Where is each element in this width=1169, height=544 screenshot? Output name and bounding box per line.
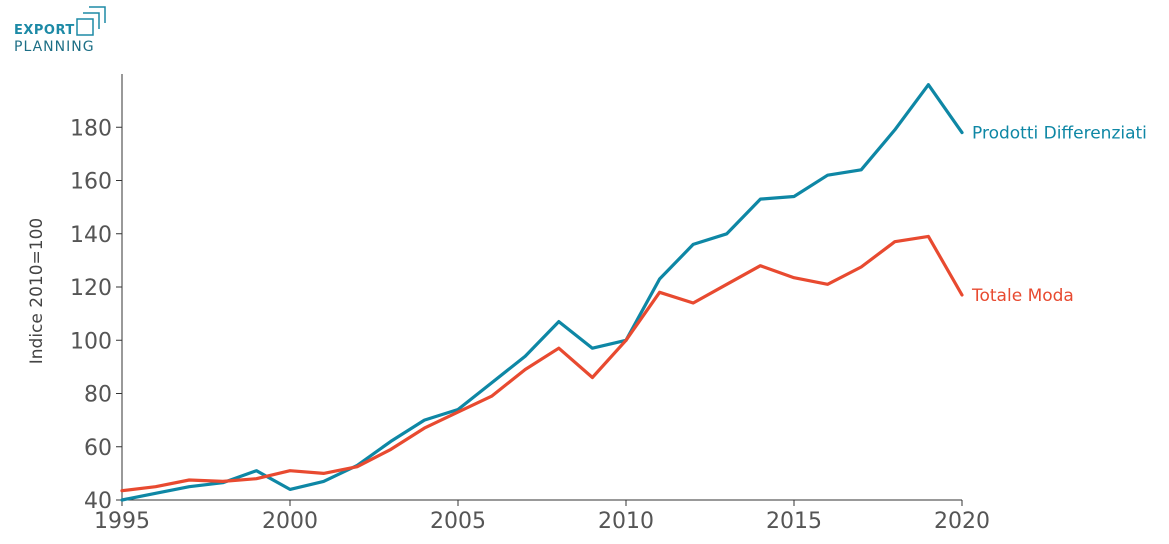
logo-text-planning: PLANNING	[14, 39, 95, 55]
logo-text-export: EXPORT	[14, 23, 75, 38]
x-tick-label: 2020	[934, 509, 990, 534]
chart-series-labels: Prodotti Differenziati Totale Moda	[971, 124, 1147, 306]
x-tick-label: 2015	[766, 509, 822, 534]
chart-axes	[121, 74, 962, 501]
y-axis-label: Indice 2010=100	[27, 218, 47, 364]
y-tick-label: 80	[84, 383, 112, 408]
y-tick-label: 60	[84, 436, 112, 461]
y-tick-label: 100	[70, 329, 112, 354]
y-tick-label: 140	[70, 223, 112, 248]
series-label-1: Prodotti Differenziati	[972, 124, 1147, 144]
x-tick-label: 2010	[598, 509, 654, 534]
series-line-1	[120, 83, 964, 502]
chart-series	[120, 83, 964, 502]
series-line-2	[120, 234, 964, 493]
y-tick-label: 40	[84, 489, 112, 514]
series-label-2: Totale Moda	[971, 286, 1074, 306]
logo-mark-icon	[76, 6, 106, 36]
y-tick-label: 160	[70, 170, 112, 195]
chart-ticks: 40 60 80 100 120 140 160 180 1995 2000 2005 2010 201…	[70, 116, 990, 534]
x-tick-label: 2005	[430, 509, 486, 534]
x-tick-label: 1995	[94, 509, 150, 534]
y-tick-label: 120	[70, 276, 112, 301]
y-tick-label: 180	[70, 116, 112, 141]
x-tick-label: 2000	[262, 509, 318, 534]
export-planning-logo: EXPORT PLANNING	[14, 4, 114, 56]
